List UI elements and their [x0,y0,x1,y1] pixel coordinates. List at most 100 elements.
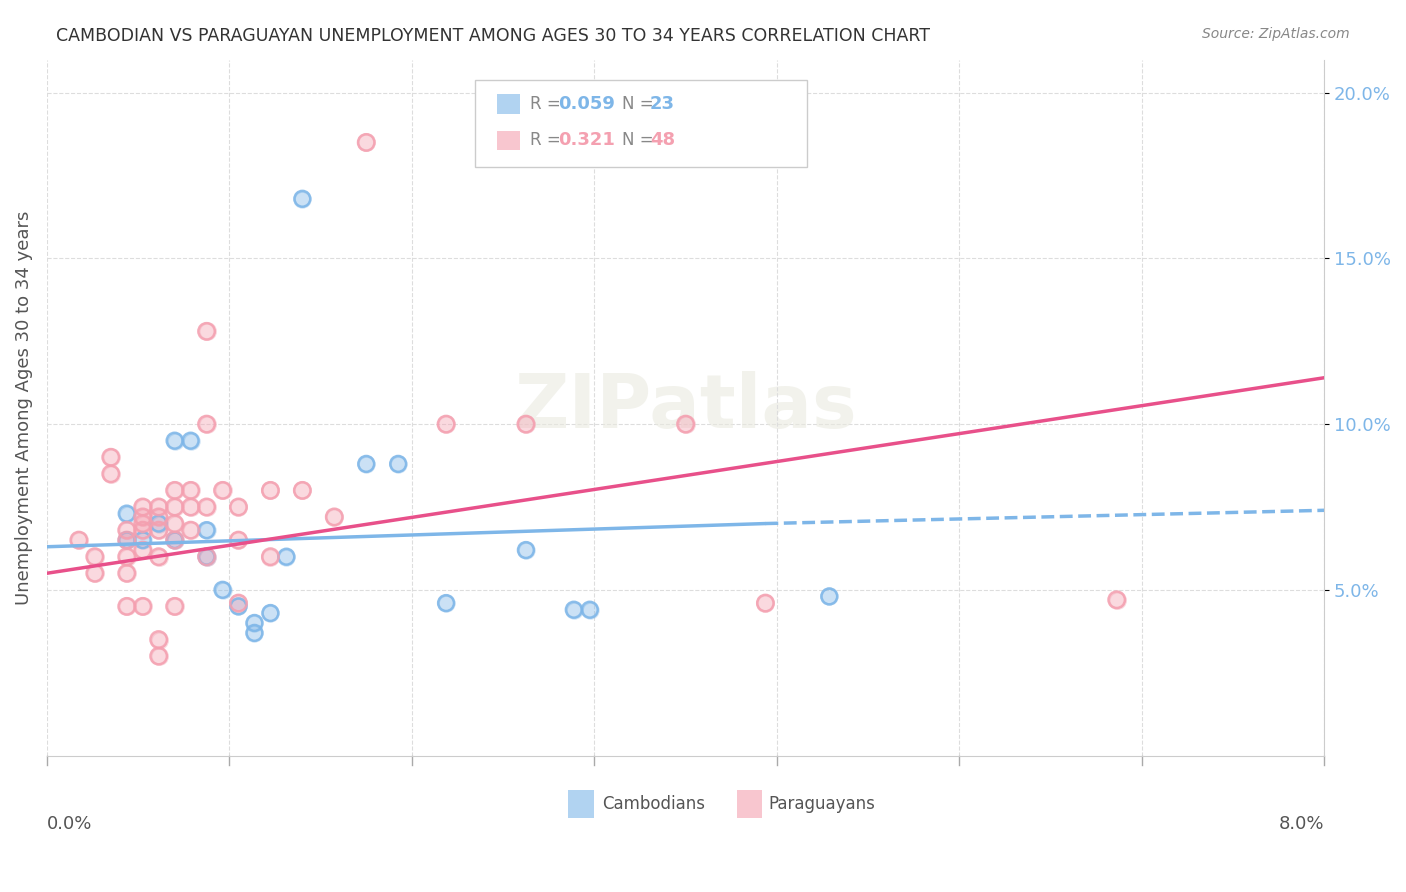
Bar [568,790,593,818]
Text: 0.059: 0.059 [558,95,614,113]
Point [243,615,266,630]
Point [562,603,585,617]
Point [818,590,841,604]
Point [195,549,218,564]
Point [180,500,202,514]
Point [163,599,186,614]
Text: R =: R = [530,131,565,149]
Point [131,599,153,614]
Point [434,417,457,431]
Point [754,596,776,610]
Point [259,549,281,564]
Point [228,596,250,610]
Point [195,523,218,537]
Point [163,533,186,548]
Point [515,417,537,431]
Point [115,549,138,564]
Point [562,603,585,617]
Point [434,596,457,610]
Bar [496,130,520,150]
FancyBboxPatch shape [475,80,807,168]
Point [243,626,266,640]
Text: 23: 23 [650,95,675,113]
Point [100,467,122,481]
Point [131,500,153,514]
Point [243,615,266,630]
Point [276,549,298,564]
Point [115,507,138,521]
Point [195,523,218,537]
Point [323,510,346,524]
Point [211,582,233,597]
Point [148,549,170,564]
Point [148,510,170,524]
Point [515,417,537,431]
Point [195,549,218,564]
Point [195,324,218,338]
Text: 8.0%: 8.0% [1279,815,1324,833]
Point [163,533,186,548]
Point [259,606,281,620]
Point [100,467,122,481]
Point [578,603,600,617]
Bar [496,95,520,114]
Point [148,500,170,514]
Point [354,136,377,150]
Point [131,543,153,558]
Point [163,483,186,498]
Point [228,596,250,610]
Text: 48: 48 [650,131,675,149]
Point [163,533,186,548]
Point [259,483,281,498]
Point [148,510,170,524]
Point [675,417,697,431]
Point [115,599,138,614]
Text: Cambodians: Cambodians [603,796,706,814]
Text: 0.321: 0.321 [558,131,614,149]
Point [211,582,233,597]
Point [228,599,250,614]
Point [754,596,776,610]
Point [148,549,170,564]
Point [259,606,281,620]
Point [195,500,218,514]
Point [387,457,409,471]
Point [131,523,153,537]
Text: N =: N = [621,95,658,113]
Point [148,632,170,647]
Point [515,543,537,558]
Point [276,549,298,564]
Point [131,510,153,524]
Point [131,543,153,558]
Point [163,599,186,614]
Point [354,136,377,150]
Point [180,434,202,448]
Text: Source: ZipAtlas.com: Source: ZipAtlas.com [1202,27,1350,41]
Point [195,324,218,338]
Point [180,500,202,514]
Point [180,483,202,498]
Point [387,457,409,471]
Text: 0.0%: 0.0% [46,815,93,833]
Point [100,450,122,465]
Point [163,483,186,498]
Point [434,596,457,610]
Point [131,533,153,548]
Point [131,500,153,514]
Point [163,516,186,531]
Point [148,523,170,537]
Point [115,566,138,581]
Point [195,417,218,431]
Point [354,457,377,471]
Point [163,533,186,548]
Point [83,566,105,581]
Point [163,500,186,514]
Bar [737,790,762,818]
Point [1105,592,1128,607]
Point [228,500,250,514]
Point [131,510,153,524]
Point [163,434,186,448]
Point [1105,592,1128,607]
Point [115,549,138,564]
Point [115,533,138,548]
